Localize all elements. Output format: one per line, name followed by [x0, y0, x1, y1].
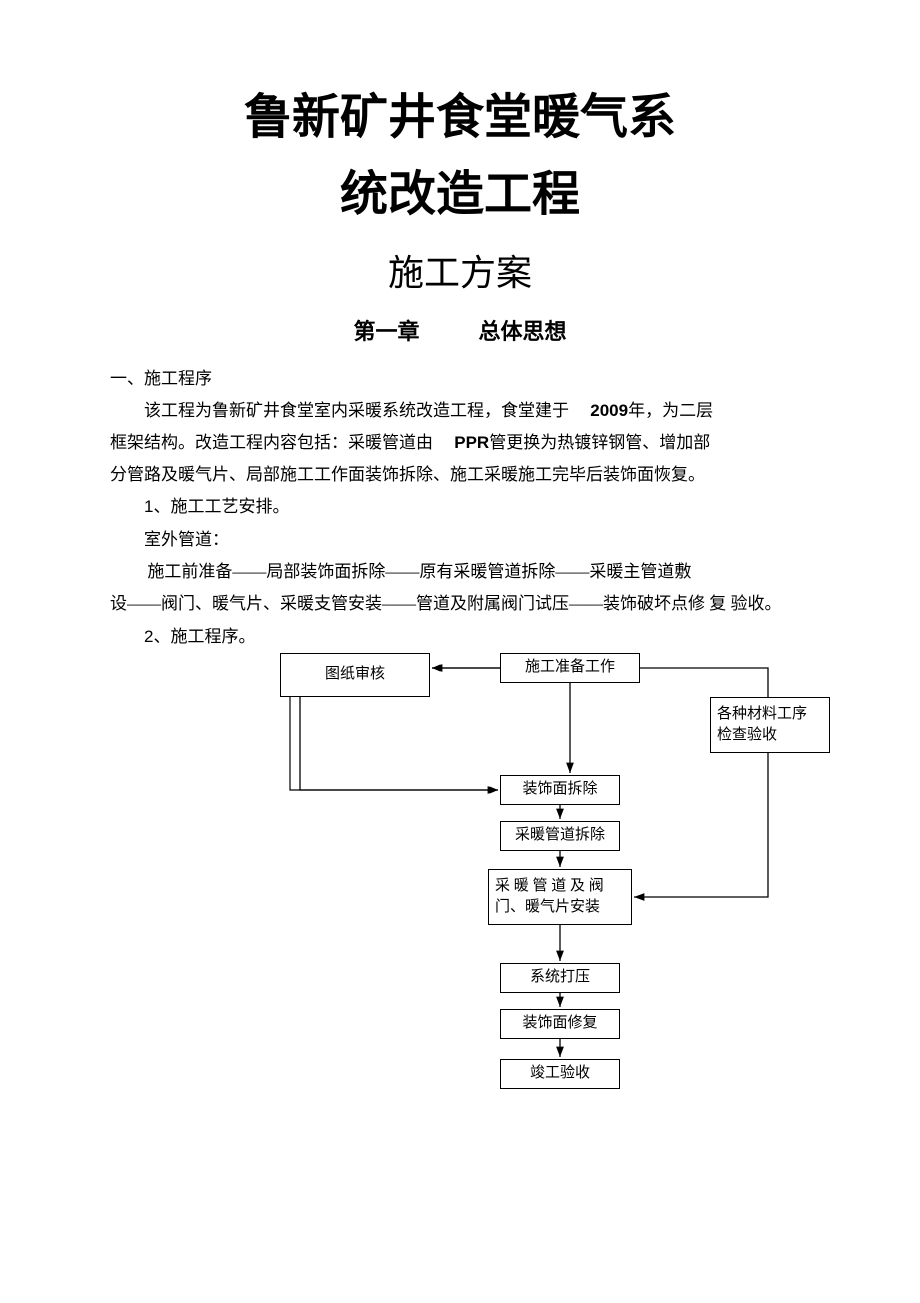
flow-node-prepare: 施工准备工作 [500, 653, 640, 683]
chapter-heading: 第一章 总体思想 [110, 314, 810, 346]
flow-node-restore: 装饰面修复 [500, 1009, 620, 1039]
intro-line-2: 框架结构。改造工程内容包括：采暖管道由 PPR管更换为热镀锌钢管、增加部 [110, 427, 810, 459]
year-2009: 2009 [590, 401, 628, 420]
subtitle: 施工方案 [110, 244, 810, 296]
ppr-text: PPR [454, 433, 489, 452]
flow-node-pipe-demo: 采暖管道拆除 [500, 821, 620, 851]
chapter-title: 总体思想 [479, 319, 567, 344]
item-1-flow-a: 施工前准备——局部装饰面拆除——原有采暖管道拆除——采暖主管道敷 [110, 556, 810, 588]
chapter-label: 第一章 [353, 319, 419, 344]
flow-node-pressure: 系统打压 [500, 963, 620, 993]
item-2: 2、施工程序。 [110, 621, 810, 653]
flow-node-demo: 装饰面拆除 [500, 775, 620, 805]
flow-node-install: 采 暖 管 道 及 阀门、暖气片安装 [488, 869, 632, 925]
main-title: 鲁新矿井食堂暖气系 统改造工程 [110, 80, 810, 234]
intro-paragraph: 该工程为鲁新矿井食堂室内采暖系统改造工程，食堂建于 2009年，为二层 [110, 395, 810, 427]
flow-node-material: 各种材料工序 检查验收 [710, 697, 830, 753]
item-1-flow-b: 设——阀门、暖气片、采暖支管安装——管道及附属阀门试压——装饰破坏点修 复 验收… [110, 588, 810, 620]
item-1: 1、施工工艺安排。 [110, 491, 810, 523]
title-line-2: 统改造工程 [110, 157, 810, 234]
item-1-sub: 室外管道： [110, 524, 810, 556]
flow-node-review: 图纸审核 [280, 653, 430, 697]
flowchart: 图纸审核 施工准备工作 各种材料工序 检查验收 装饰面拆除 采暖管道拆除 采 暖… [170, 653, 870, 1133]
flow-node-accept: 竣工验收 [500, 1059, 620, 1089]
intro-line-3: 分管路及暖气片、局部施工工作面装饰拆除、施工采暖施工完毕后装饰面恢复。 [110, 459, 810, 491]
title-line-1: 鲁新矿井食堂暖气系 [110, 80, 810, 157]
document-page: 鲁新矿井食堂暖气系 统改造工程 施工方案 第一章 总体思想 一、施工程序 该工程… [0, 0, 920, 1193]
section-1-heading: 一、施工程序 [110, 364, 810, 389]
